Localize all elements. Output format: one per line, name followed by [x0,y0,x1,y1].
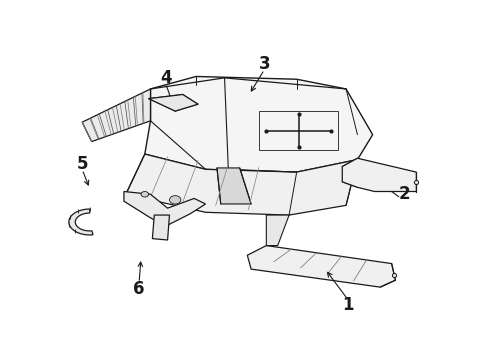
Polygon shape [145,76,372,172]
Polygon shape [152,215,170,240]
Circle shape [141,192,148,197]
Text: 5: 5 [76,155,88,173]
Polygon shape [217,168,251,204]
Text: 2: 2 [399,185,411,203]
Polygon shape [124,192,206,226]
Polygon shape [126,154,358,215]
Polygon shape [82,89,150,141]
Polygon shape [259,111,339,150]
Text: 1: 1 [342,296,354,314]
Text: 4: 4 [160,69,172,87]
Text: 6: 6 [133,279,145,297]
Polygon shape [247,246,395,287]
Circle shape [170,195,181,204]
Polygon shape [267,215,289,246]
Polygon shape [148,94,198,111]
Polygon shape [342,158,416,192]
Text: 3: 3 [259,55,270,73]
Polygon shape [69,209,93,235]
